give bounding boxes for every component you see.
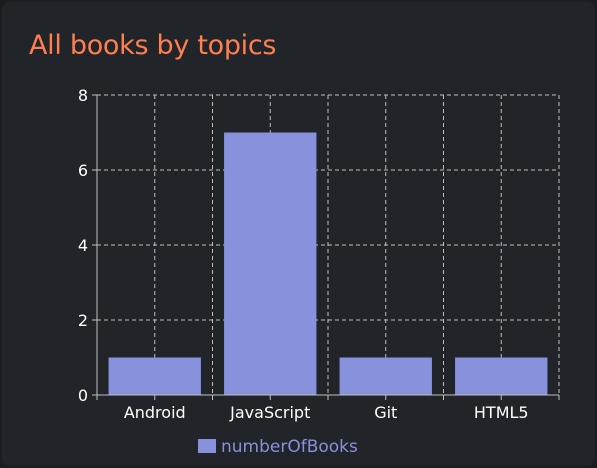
x-tick-labels: Android JavaScript Git HTML5 — [124, 403, 529, 422]
legend-label: numberOfBooks — [221, 437, 358, 457]
y-tick-label: 8 — [78, 86, 88, 105]
y-tick-label: 6 — [78, 161, 88, 180]
x-tick-label: HTML5 — [474, 403, 529, 422]
chart-legend[interactable]: numberOfBooks — [198, 437, 358, 457]
y-tick-label: 2 — [78, 311, 88, 330]
y-tick-labels: 0 2 4 6 8 — [78, 86, 88, 405]
bar-android — [108, 357, 201, 395]
y-tick-label: 4 — [78, 236, 88, 255]
x-tick-label: JavaScript — [229, 403, 310, 422]
chart-axes — [92, 94, 560, 400]
chart-bars — [108, 132, 548, 395]
card-title: All books by topics — [29, 30, 277, 61]
chart-grid — [96, 94, 560, 395]
x-tick-label: Git — [374, 403, 397, 422]
bar-javascript — [224, 132, 317, 395]
legend-swatch — [198, 439, 216, 453]
bar-html5 — [455, 357, 548, 395]
x-tick-label: Android — [124, 403, 186, 422]
y-tick-label: 0 — [78, 386, 88, 405]
bar-git — [339, 357, 432, 395]
